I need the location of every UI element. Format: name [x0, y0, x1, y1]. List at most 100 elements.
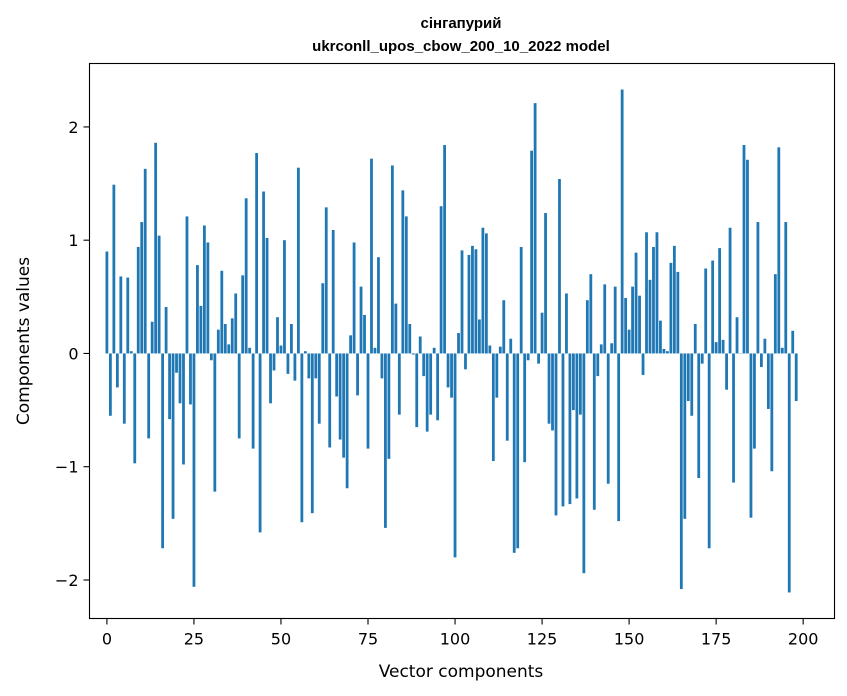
bar: [763, 338, 767, 354]
bar: [342, 353, 346, 458]
bar: [572, 353, 575, 411]
bar: [276, 317, 279, 354]
chart-title-line-2: ukrconll_upos_cbow_200_10_2022 model: [312, 38, 610, 55]
bar: [314, 353, 318, 379]
bar: [443, 145, 446, 354]
bar: [286, 353, 290, 374]
bar: [258, 353, 262, 533]
bar: [415, 353, 419, 428]
bar: [418, 336, 422, 354]
bar: [425, 353, 429, 432]
x-tick-label: 100: [440, 630, 471, 649]
bar: [133, 353, 137, 464]
bar: [578, 353, 582, 415]
bar: [787, 353, 791, 593]
bar: [669, 262, 673, 354]
bar: [617, 353, 621, 522]
bar: [283, 240, 286, 354]
bar: [683, 353, 687, 519]
bar: [213, 353, 217, 492]
y-tick-label: 2: [68, 118, 78, 137]
bar: [610, 343, 614, 354]
bar: [505, 353, 509, 441]
bar: [230, 318, 234, 354]
bar: [537, 353, 540, 364]
bar: [655, 232, 659, 354]
bar: [349, 335, 352, 354]
bar: [592, 353, 596, 510]
bar: [460, 250, 464, 354]
bar: [498, 346, 502, 354]
bar: [641, 353, 645, 375]
bar: [331, 230, 335, 354]
bar: [471, 245, 474, 354]
x-axis-label: Vector components: [379, 662, 544, 682]
bar: [457, 333, 460, 354]
bar: [293, 353, 297, 381]
bar: [746, 159, 749, 354]
bar: [143, 168, 147, 354]
bar: [766, 353, 770, 409]
bar: [126, 277, 130, 354]
bar: [547, 353, 551, 424]
bar: [453, 353, 457, 558]
chart-title-line-1: сінгапурий: [421, 15, 502, 32]
bar: [164, 307, 168, 354]
bar: [171, 353, 175, 519]
bar: [182, 353, 185, 465]
bar: [324, 207, 328, 354]
bar: [206, 242, 210, 354]
bar: [227, 344, 231, 354]
bar: [784, 222, 788, 354]
bar: [753, 353, 756, 449]
bar: [209, 353, 213, 361]
bar: [728, 227, 732, 354]
bars-group: [105, 89, 798, 593]
bar: [474, 249, 478, 354]
y-tick-label: −2: [55, 571, 79, 590]
bar: [624, 297, 628, 354]
bar: [467, 254, 471, 354]
y-tick-label: 1: [68, 231, 78, 250]
bar: [627, 329, 631, 354]
bar: [265, 237, 269, 354]
bar: [742, 145, 746, 354]
bar: [770, 353, 774, 472]
bar: [652, 246, 655, 354]
bar: [408, 324, 412, 354]
bar: [380, 353, 384, 379]
bar: [599, 344, 603, 354]
bar: [450, 353, 453, 398]
bar: [561, 353, 565, 507]
bar: [234, 293, 238, 354]
bar: [749, 353, 753, 518]
bar: [136, 246, 140, 354]
bar: [589, 274, 593, 354]
bar: [558, 179, 561, 354]
bar: [119, 276, 123, 354]
y-tick-label: 0: [68, 344, 78, 363]
bar: [693, 324, 697, 354]
bar: [422, 353, 426, 377]
bar: [272, 353, 276, 371]
bar: [676, 271, 680, 354]
x-axis-ticks: 0 25 50 75 100 125 150 175 200: [102, 618, 818, 649]
bar: [509, 338, 513, 354]
bar: [387, 353, 391, 459]
bar: [370, 158, 373, 354]
bar: [620, 89, 624, 354]
bar: [585, 300, 589, 354]
bar: [384, 353, 387, 528]
bar: [491, 353, 495, 462]
bar: [704, 268, 708, 354]
bar: [303, 351, 307, 354]
bar: [251, 353, 255, 449]
bar: [223, 324, 227, 354]
bar: [794, 353, 798, 402]
bar: [606, 353, 610, 484]
bar: [551, 353, 554, 431]
bar: [196, 265, 199, 354]
bar: [168, 353, 171, 420]
bar: [554, 353, 558, 516]
bar: [220, 270, 224, 354]
